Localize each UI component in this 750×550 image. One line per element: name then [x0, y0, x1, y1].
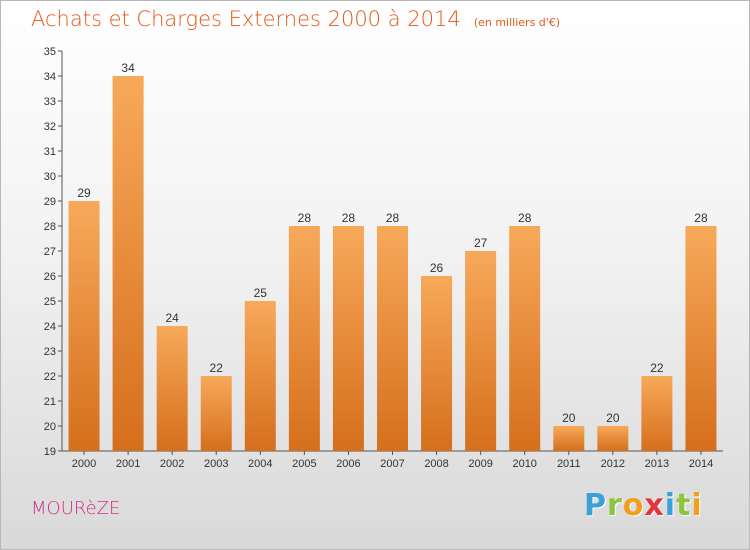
bar-2006 — [332, 226, 364, 451]
y-tick-label: 32 — [44, 121, 56, 133]
y-tick-label: 24 — [44, 321, 56, 333]
logo-letter: i — [664, 488, 677, 523]
x-tick-label-2002: 2002 — [160, 458, 184, 470]
logo-letter: x — [644, 488, 665, 523]
data-label-2002: 24 — [165, 311, 179, 325]
proxiti-logo: Proxiti — [584, 488, 703, 523]
x-tick-label-2006: 2006 — [336, 458, 360, 470]
data-label-2005: 28 — [298, 211, 312, 225]
commune-name: MOURèZE — [31, 498, 121, 519]
y-tick-label: 19 — [44, 446, 56, 458]
y-tick-label: 30 — [44, 171, 56, 183]
y-tick-label: 21 — [44, 396, 56, 408]
bar-2013 — [641, 376, 673, 451]
y-tick-label: 25 — [44, 296, 56, 308]
x-tick-label-2008: 2008 — [424, 458, 448, 470]
data-label-2007: 28 — [386, 211, 400, 225]
data-label-2004: 25 — [254, 286, 268, 300]
x-tick-label-2014: 2014 — [689, 458, 713, 470]
y-tick-label: 23 — [44, 346, 56, 358]
y-ticks: 19 20 21 22 23 24 25 26 27 28 29 30 31 32 33 34 35 — [44, 46, 62, 458]
bar-2010 — [509, 226, 541, 451]
y-tick-label: 28 — [44, 221, 56, 233]
bar-2007 — [377, 226, 408, 451]
x-tick-label-2011: 2011 — [557, 458, 581, 470]
y-tick-label: 26 — [44, 271, 56, 283]
bar-2012 — [597, 426, 629, 451]
x-tick-label-2000: 2000 — [72, 458, 96, 470]
x-tick-label-2007: 2007 — [380, 458, 404, 470]
x-tick-label-2009: 2009 — [468, 458, 492, 470]
logo-letter: t — [676, 488, 692, 523]
data-label-2008: 26 — [430, 261, 444, 275]
bar-2011 — [553, 426, 585, 451]
chart-title-block: Achats et Charges Externes 2000 à 2014 (… — [31, 7, 560, 31]
data-label-2014: 28 — [694, 211, 708, 225]
data-label-2003: 22 — [210, 361, 224, 375]
data-label-2001: 34 — [121, 61, 135, 75]
bar-2000 — [68, 201, 100, 451]
bar-2014 — [685, 226, 717, 451]
logo-letter: r — [607, 488, 623, 523]
y-tick-label: 20 — [44, 421, 56, 433]
data-labels: 29 34 24 22 25 28 28 28 26 27 28 20 20 22 28 — [77, 61, 708, 425]
y-tick-label: 29 — [44, 196, 56, 208]
data-label-2000: 29 — [77, 186, 91, 200]
chart-unit-label: (en milliers d'€) — [473, 16, 561, 29]
data-label-2010: 28 — [518, 211, 532, 225]
y-tick-label: 35 — [44, 46, 56, 58]
x-tick-label-2004: 2004 — [248, 458, 272, 470]
bar-2002 — [156, 326, 188, 451]
x-tick-label-2010: 2010 — [512, 458, 536, 470]
y-tick-label: 27 — [44, 246, 56, 258]
bar-2005 — [288, 226, 320, 451]
bar-2004 — [244, 301, 276, 451]
x-tick-label-2012: 2012 — [601, 458, 625, 470]
data-label-2011: 20 — [562, 411, 576, 425]
y-tick-label: 33 — [44, 96, 56, 108]
y-tick-label: 34 — [44, 71, 56, 83]
bar-2008 — [421, 276, 453, 451]
bar-2009 — [465, 251, 497, 451]
logo-letter: o — [622, 488, 645, 523]
bars — [68, 76, 717, 451]
logo-letter: P — [584, 488, 607, 523]
y-tick-label: 22 — [44, 371, 56, 383]
y-tick-label: 31 — [44, 146, 56, 158]
data-label-2013: 22 — [650, 361, 664, 375]
data-label-2012: 20 — [606, 411, 620, 425]
x-tick-label-2013: 2013 — [645, 458, 669, 470]
bar-2003 — [200, 376, 232, 451]
data-label-2006: 28 — [342, 211, 356, 225]
bar-2001 — [112, 76, 144, 451]
data-label-2009: 27 — [474, 236, 488, 250]
x-ticks: 2000 2001 2002 2003 2004 2005 2006 2007 2008 2009… — [72, 451, 713, 470]
chart-title: Achats et Charges Externes 2000 à 2014 — [31, 7, 461, 31]
x-tick-label-2005: 2005 — [292, 458, 316, 470]
x-tick-label-2001: 2001 — [116, 458, 140, 470]
x-tick-label-2003: 2003 — [204, 458, 228, 470]
logo-letter: i — [691, 488, 703, 523]
